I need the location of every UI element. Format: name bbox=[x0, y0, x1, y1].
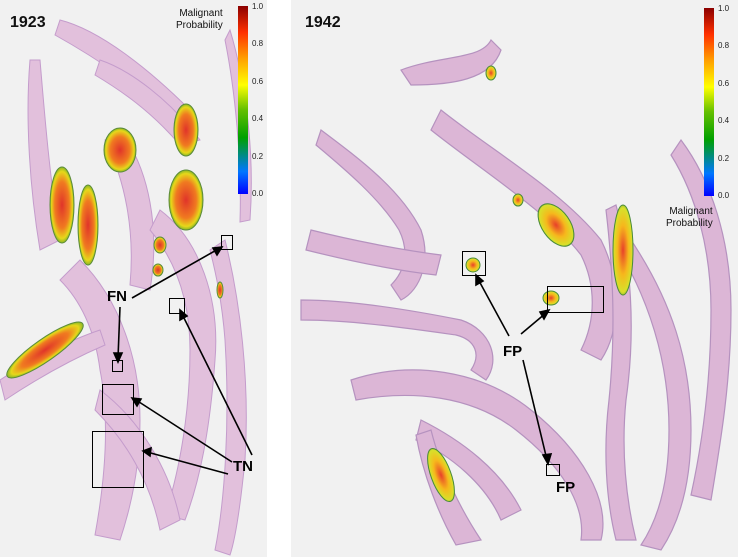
colorbar-tick: 0.0 bbox=[252, 189, 264, 198]
colorbar-tick: 1.0 bbox=[252, 2, 264, 11]
colorbar-tick: 0.2 bbox=[252, 152, 264, 161]
colorbar-title-line2: Probability bbox=[666, 218, 713, 229]
tn-label: TN bbox=[233, 458, 253, 475]
slide-id-label: 1923 bbox=[10, 14, 46, 31]
colorbar-title-line1: Malignant bbox=[179, 8, 223, 19]
tn-region-box bbox=[92, 431, 144, 488]
colorbar-title-line2: Probability bbox=[176, 20, 223, 31]
tn-region-box bbox=[102, 384, 134, 415]
colorbar-tick: 1.0 bbox=[718, 4, 730, 13]
fp-region-box bbox=[546, 464, 560, 476]
colorbar-tick: 0.4 bbox=[252, 114, 264, 123]
fp-label: FP bbox=[503, 343, 523, 360]
colorbar-tick: 0.0 bbox=[718, 191, 730, 200]
fn-region-box bbox=[221, 235, 233, 250]
colorbar-tick: 0.8 bbox=[252, 39, 264, 48]
fp-region-box bbox=[462, 251, 486, 276]
fn-label: FN bbox=[107, 288, 127, 305]
colorbar bbox=[238, 6, 248, 194]
tissue-heatmap-image-1942 bbox=[300, 38, 732, 551]
colorbar-title-line1: Malignant bbox=[669, 206, 713, 217]
colorbar-tick: 0.2 bbox=[718, 154, 730, 163]
slide-panel-1923: 1923 Malignant Probability 1.0 0.8 0.6 0… bbox=[0, 0, 267, 557]
colorbar-tick: 0.6 bbox=[718, 79, 730, 88]
colorbar-tick: 0.4 bbox=[718, 116, 730, 125]
colorbar-title: Malignant Probability bbox=[176, 8, 223, 32]
colorbar-tick: 0.8 bbox=[718, 41, 730, 50]
slide-panel-1942: 1942 1.0 0.8 0.6 0.4 0.2 0.0 Malignant P… bbox=[291, 0, 738, 557]
slide-id-label: 1942 bbox=[305, 14, 341, 31]
tn-region-box bbox=[169, 298, 185, 314]
colorbar-title: Malignant Probability bbox=[666, 206, 713, 230]
fp-region-box bbox=[547, 286, 604, 313]
fp-label: FP bbox=[556, 479, 576, 496]
fn-region-box bbox=[112, 360, 123, 372]
colorbar bbox=[704, 8, 714, 196]
colorbar-tick: 0.6 bbox=[252, 77, 264, 86]
